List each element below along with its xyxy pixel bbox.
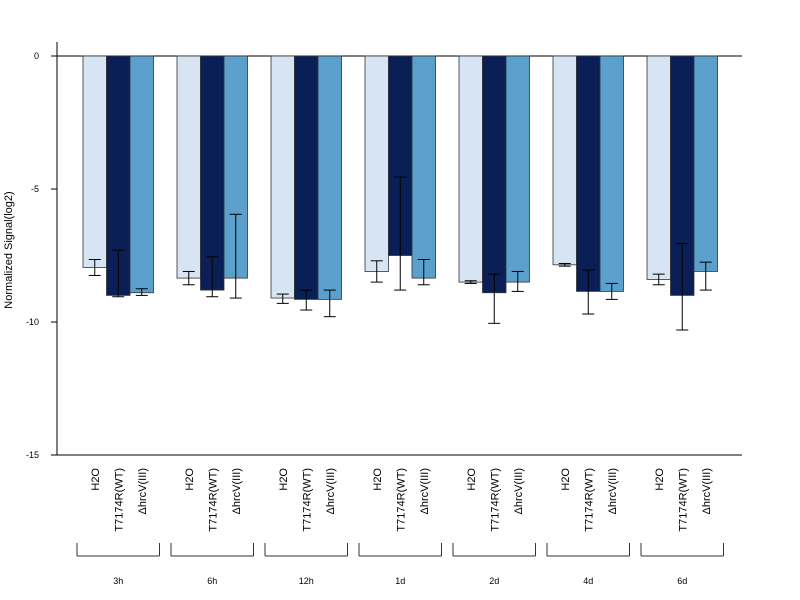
category-labels: H2O T7174R(WT) ΔhrcV(III) H2O T7174R(WT) Δhrc… — [90, 468, 713, 532]
category-label: T7174R(WT) — [489, 468, 501, 532]
group-label: 2d — [489, 576, 499, 586]
error-bars — [88, 176, 712, 331]
error-bar — [206, 256, 219, 298]
error-bar — [652, 273, 665, 286]
category-label: H2O — [466, 468, 478, 491]
category-label: H2O — [654, 468, 666, 491]
category-label: H2O — [560, 468, 572, 491]
error-bar — [88, 258, 101, 276]
bar — [552, 55, 577, 266]
group-bracket — [546, 543, 630, 557]
group-label: 6h — [207, 576, 217, 586]
group-bracket — [170, 543, 254, 557]
category-label: H2O — [184, 468, 196, 491]
error-bar — [112, 249, 125, 298]
category-label: T7174R(WT) — [207, 468, 219, 532]
y-tick-label: -5 — [31, 184, 39, 194]
bar — [317, 55, 342, 300]
error-bar — [276, 293, 289, 304]
bar — [270, 55, 295, 299]
group-brackets: 3h 6h 12h 1d 2d 4d 6d — [76, 543, 724, 586]
bar — [364, 55, 389, 272]
category-label: T7174R(WT) — [583, 468, 595, 532]
group-label: 4d — [583, 576, 593, 586]
group-bracket — [358, 543, 442, 557]
error-bar — [394, 176, 407, 291]
bar — [599, 55, 624, 292]
error-bar — [300, 289, 313, 311]
error-bar — [323, 289, 336, 318]
group-label: 1d — [395, 576, 405, 586]
group-label: 3h — [113, 576, 123, 586]
error-bar — [582, 269, 595, 315]
group-bracket — [452, 543, 536, 557]
error-bar — [676, 243, 689, 331]
category-label: T7174R(WT) — [113, 468, 125, 532]
y-axis: 0 -5 -10 -15 — [26, 42, 58, 460]
bar — [482, 55, 507, 294]
bar — [646, 55, 671, 280]
category-label: ΔhrcV(III) — [325, 468, 337, 514]
group-bracket — [76, 543, 160, 557]
error-bar — [417, 258, 430, 286]
group-bracket — [264, 543, 348, 557]
category-label: T7174R(WT) — [301, 468, 313, 532]
bar — [176, 55, 201, 279]
error-bar — [464, 280, 477, 284]
category-label: ΔhrcV(III) — [513, 468, 525, 514]
error-bar — [488, 273, 501, 324]
category-label: H2O — [90, 468, 102, 491]
y-axis-label: Normalized Signal(log2) — [3, 191, 15, 308]
bar — [411, 55, 436, 279]
category-label: T7174R(WT) — [677, 468, 689, 532]
bar — [505, 55, 530, 283]
bar — [200, 55, 225, 291]
category-label: ΔhrcV(III) — [419, 468, 431, 514]
error-bar — [558, 262, 571, 267]
bar — [294, 55, 319, 300]
category-label: H2O — [372, 468, 384, 491]
group-label: 12h — [299, 576, 314, 586]
y-tick-label: 0 — [34, 51, 39, 61]
y-tick-label: -15 — [26, 450, 39, 460]
category-label: T7174R(WT) — [395, 468, 407, 532]
category-label: ΔhrcV(III) — [231, 468, 243, 514]
error-bar — [605, 282, 618, 300]
bar — [576, 55, 601, 292]
error-bar — [229, 213, 242, 299]
bars — [82, 55, 718, 300]
error-bar — [370, 260, 383, 283]
error-bar — [135, 288, 148, 296]
bar — [129, 55, 154, 294]
error-bar — [511, 270, 524, 292]
category-label: H2O — [278, 468, 290, 491]
y-tick-label: -10 — [26, 317, 39, 327]
category-label: ΔhrcV(III) — [137, 468, 149, 514]
group-label: 6d — [677, 576, 687, 586]
error-bar — [182, 270, 195, 286]
group-bracket — [640, 543, 724, 557]
category-label: ΔhrcV(III) — [607, 468, 619, 514]
error-bar — [699, 261, 712, 291]
bar — [458, 55, 483, 283]
bar — [82, 55, 107, 268]
category-label: ΔhrcV(III) — [701, 468, 713, 514]
bar — [693, 55, 718, 272]
